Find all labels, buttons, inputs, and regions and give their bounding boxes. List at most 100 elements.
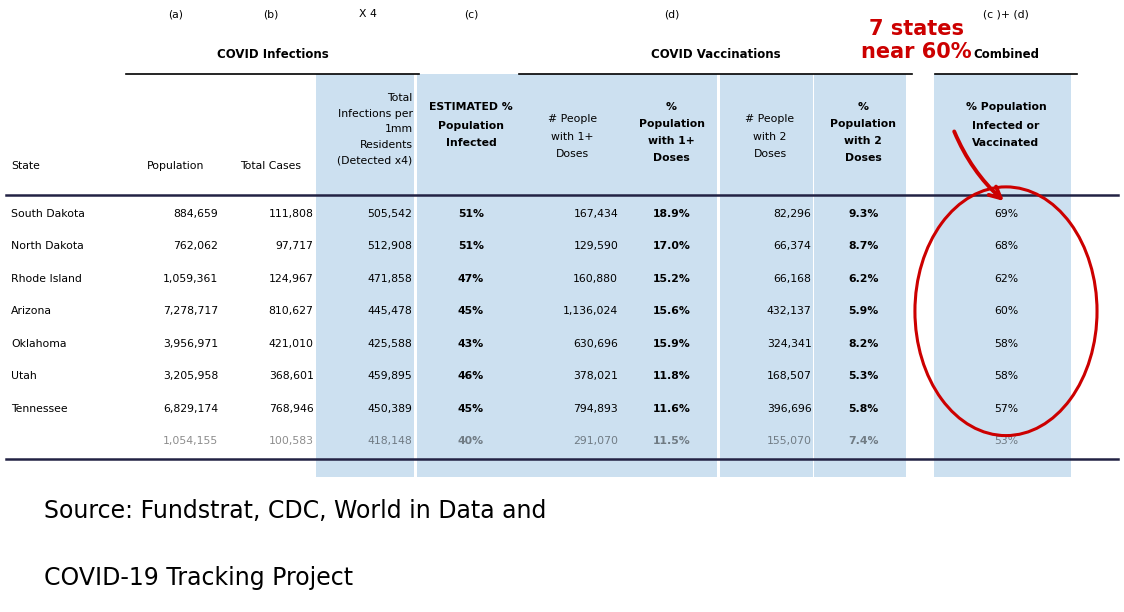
Text: 100,583: 100,583 [269, 436, 314, 446]
Text: # People: # People [547, 114, 597, 124]
Text: 47%: 47% [457, 274, 484, 284]
Text: 432,137: 432,137 [767, 306, 812, 316]
Text: 11.8%: 11.8% [653, 371, 690, 381]
Text: COVID Infections: COVID Infections [217, 48, 328, 61]
Text: 9.3%: 9.3% [847, 209, 879, 219]
Text: Oklahoma: Oklahoma [11, 338, 66, 349]
Text: with 1+: with 1+ [649, 136, 695, 146]
Text: 1mm: 1mm [384, 124, 413, 135]
FancyBboxPatch shape [518, 74, 619, 477]
Text: Tennessee: Tennessee [11, 404, 67, 414]
Text: (c): (c) [464, 9, 478, 20]
Text: 17.0%: 17.0% [653, 241, 690, 252]
Text: with 2: with 2 [844, 136, 882, 146]
Text: 58%: 58% [994, 338, 1018, 349]
Text: 66,168: 66,168 [773, 274, 812, 284]
FancyArrowPatch shape [954, 132, 1000, 198]
Text: North Dakota: North Dakota [11, 241, 84, 252]
Text: 7.4%: 7.4% [847, 436, 879, 446]
Text: 368,601: 368,601 [269, 371, 314, 381]
Text: 60%: 60% [994, 306, 1018, 316]
Text: 82,296: 82,296 [773, 209, 812, 219]
Text: 62%: 62% [994, 274, 1018, 284]
Text: Doses: Doses [555, 149, 589, 159]
Text: ESTIMATED %: ESTIMATED % [429, 102, 513, 113]
Text: 68%: 68% [994, 241, 1018, 252]
Text: Combined: Combined [973, 48, 1039, 61]
Text: 810,627: 810,627 [269, 306, 314, 316]
Text: 46%: 46% [457, 371, 484, 381]
Text: 129,590: 129,590 [573, 241, 618, 252]
Text: COVID-19 Tracking Project: COVID-19 Tracking Project [44, 566, 353, 591]
Text: 5.3%: 5.3% [847, 371, 879, 381]
Text: 3,205,958: 3,205,958 [163, 371, 218, 381]
Text: Doses: Doses [845, 152, 881, 163]
Text: 1,059,361: 1,059,361 [163, 274, 218, 284]
Text: 425,588: 425,588 [368, 338, 413, 349]
FancyBboxPatch shape [934, 74, 1071, 477]
Text: COVID Vaccinations: COVID Vaccinations [651, 48, 780, 61]
Text: % Population: % Population [966, 102, 1046, 113]
FancyBboxPatch shape [619, 74, 717, 477]
Text: 418,148: 418,148 [368, 436, 413, 446]
Text: 8.2%: 8.2% [847, 338, 879, 349]
Text: State: State [11, 161, 40, 171]
Text: 5.9%: 5.9% [849, 306, 878, 316]
Text: 111,808: 111,808 [269, 209, 314, 219]
Text: 51%: 51% [457, 209, 484, 219]
Text: 124,967: 124,967 [269, 274, 314, 284]
Text: Utah: Utah [11, 371, 37, 381]
Text: Vaccinated: Vaccinated [972, 138, 1040, 148]
Text: (c )+ (d): (c )+ (d) [984, 9, 1028, 20]
FancyBboxPatch shape [417, 74, 518, 477]
Text: 160,880: 160,880 [573, 274, 618, 284]
Text: 471,858: 471,858 [368, 274, 413, 284]
Text: 97,717: 97,717 [275, 241, 314, 252]
Text: 11.6%: 11.6% [653, 404, 690, 414]
Text: 884,659: 884,659 [173, 209, 218, 219]
Text: 57%: 57% [994, 404, 1018, 414]
Text: 8.7%: 8.7% [847, 241, 879, 252]
Text: # People: # People [745, 114, 795, 124]
Text: 45%: 45% [457, 404, 484, 414]
Text: 168,507: 168,507 [767, 371, 812, 381]
Text: 51%: 51% [457, 241, 484, 252]
Text: Doses: Doses [653, 152, 690, 163]
Text: 15.2%: 15.2% [653, 274, 690, 284]
Text: 58%: 58% [994, 371, 1018, 381]
Text: 324,341: 324,341 [767, 338, 812, 349]
Text: 11.5%: 11.5% [653, 436, 690, 446]
Text: 450,389: 450,389 [368, 404, 413, 414]
FancyBboxPatch shape [814, 74, 906, 477]
Text: Infected or: Infected or [972, 121, 1040, 130]
Text: with 2: with 2 [753, 132, 787, 141]
FancyBboxPatch shape [316, 74, 414, 477]
Text: Residents: Residents [360, 140, 413, 150]
Text: Population: Population [638, 119, 705, 129]
Text: 421,010: 421,010 [269, 338, 314, 349]
Text: South Dakota: South Dakota [11, 209, 85, 219]
Text: 15.6%: 15.6% [653, 306, 690, 316]
Text: %: % [858, 102, 869, 113]
Text: Source: Fundstrat, CDC, World in Data and: Source: Fundstrat, CDC, World in Data an… [44, 499, 546, 523]
Text: 167,434: 167,434 [573, 209, 618, 219]
Text: Population: Population [831, 119, 896, 129]
Text: 69%: 69% [994, 209, 1018, 219]
Text: (d): (d) [664, 9, 679, 20]
Text: 1,136,024: 1,136,024 [563, 306, 618, 316]
Text: 762,062: 762,062 [173, 241, 218, 252]
Text: 6.2%: 6.2% [847, 274, 879, 284]
Text: (b): (b) [263, 9, 279, 20]
Text: %: % [667, 102, 677, 113]
Text: 505,542: 505,542 [368, 209, 413, 219]
Text: 512,908: 512,908 [368, 241, 413, 252]
Text: 3,956,971: 3,956,971 [163, 338, 218, 349]
Text: Population: Population [146, 161, 205, 171]
Text: Total: Total [388, 93, 413, 103]
Text: 6,829,174: 6,829,174 [163, 404, 218, 414]
Text: Population: Population [438, 121, 504, 130]
Text: 53%: 53% [994, 436, 1018, 446]
Text: 66,374: 66,374 [773, 241, 812, 252]
Text: Rhode Island: Rhode Island [11, 274, 82, 284]
Text: Infections per: Infections per [337, 108, 413, 119]
